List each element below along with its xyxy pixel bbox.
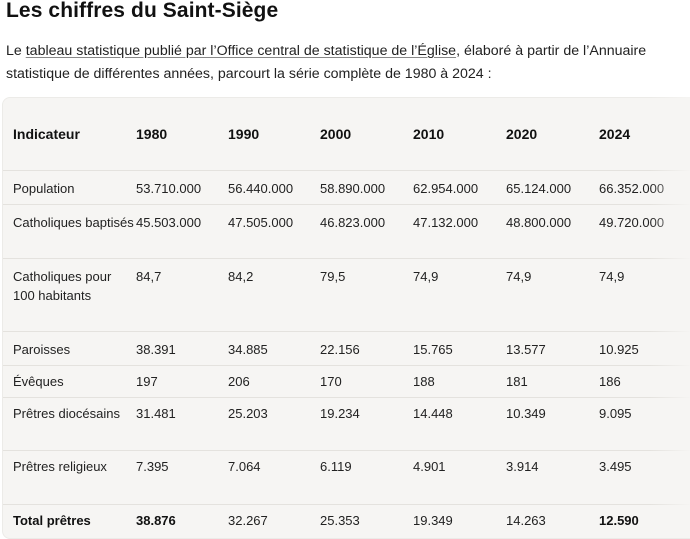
table-header-row: Indicateur 1980 1990 2000 2010 2020 2024 xyxy=(3,98,690,171)
statistics-table: Indicateur 1980 1990 2000 2010 2020 2024… xyxy=(3,98,690,535)
row-label: Catholiques baptisés xyxy=(3,204,136,259)
statistics-table-container: Indicateur 1980 1990 2000 2010 2020 2024… xyxy=(2,97,690,539)
row-label: Total prêtres xyxy=(3,504,136,535)
table-cell: 74,9 xyxy=(413,258,506,332)
intro-paragraph: Le tableau statistique publié par l’Offi… xyxy=(6,40,686,86)
table-row-eveques: Évêques 197 206 170 188 181 186 xyxy=(3,365,690,398)
table-cell: 46.823.000 xyxy=(320,204,413,259)
table-cell: 6.119 xyxy=(320,450,413,505)
table-cell: 48.800.000 xyxy=(506,204,599,259)
table-cell: 7.064 xyxy=(228,450,320,505)
table-cell: 14.448 xyxy=(413,397,506,451)
table-cell: 7.395 xyxy=(136,450,228,505)
table-row-pretres-diocesains: Prêtres diocésains 31.481 25.203 19.234 … xyxy=(3,397,690,451)
table-row-catholiques-pour-100: Catholiques pour 100 habitants 84,7 84,2… xyxy=(3,258,690,332)
table-cell: 3.914 xyxy=(506,450,599,505)
table-cell: 13.577 xyxy=(506,331,599,366)
table-cell: 32.267 xyxy=(228,504,320,535)
header-2020: 2020 xyxy=(506,126,538,142)
table-cell: 38.391 xyxy=(136,331,228,366)
row-label: Catholiques pour 100 habitants xyxy=(3,258,136,332)
table-cell: 84,7 xyxy=(136,258,228,332)
table-cell: 19.234 xyxy=(320,397,413,451)
table-cell: 14.263 xyxy=(506,504,599,535)
header-2010: 2010 xyxy=(413,126,445,142)
row-label: Paroisses xyxy=(3,331,136,366)
table-cell: 25.203 xyxy=(228,397,320,451)
table-cell: 170 xyxy=(320,365,413,398)
statistics-table-link[interactable]: tableau statistique publié par l’Office … xyxy=(25,43,457,59)
table-cell: 31.481 xyxy=(136,397,228,451)
table-cell: 22.156 xyxy=(320,331,413,366)
table-cell: 181 xyxy=(506,365,599,398)
row-label: Évêques xyxy=(3,365,136,398)
header-2024: 2024 xyxy=(599,126,631,142)
row-label: Population xyxy=(3,170,136,205)
row-label: Prêtres religieux xyxy=(3,450,136,505)
table-row-population: Population 53.710.000 56.440.000 58.890.… xyxy=(3,170,690,205)
table-cell: 65.124.000 xyxy=(506,170,599,205)
table-cell: 197 xyxy=(136,365,228,398)
table-cell: 206 xyxy=(228,365,320,398)
table-cell: 47.132.000 xyxy=(413,204,506,259)
table-row-paroisses: Paroisses 38.391 34.885 22.156 15.765 13… xyxy=(3,331,690,366)
scroll-fade-overlay xyxy=(650,97,690,529)
table-cell: 62.954.000 xyxy=(413,170,506,205)
table-cell: 58.890.000 xyxy=(320,170,413,205)
table-cell: 19.349 xyxy=(413,504,506,535)
table-cell: 84,2 xyxy=(228,258,320,332)
intro-text-before: Le xyxy=(6,43,26,59)
table-cell: 10.349 xyxy=(506,397,599,451)
header-1990: 1990 xyxy=(228,126,260,142)
header-2000: 2000 xyxy=(320,126,352,142)
table-cell: 4.901 xyxy=(413,450,506,505)
intro-text-after: , élaboré à partir de l’Annuaire statist… xyxy=(6,43,647,82)
table-cell: 25.353 xyxy=(320,504,413,535)
table-row-pretres-religieux: Prêtres religieux 7.395 7.064 6.119 4.90… xyxy=(3,450,690,505)
header-1980: 1980 xyxy=(136,126,168,142)
table-cell: 34.885 xyxy=(228,331,320,366)
table-cell: 56.440.000 xyxy=(228,170,320,205)
page-title: Les chiffres du Saint-Siège xyxy=(6,0,279,22)
table-row-total-pretres: Total prêtres 38.876 32.267 25.353 19.34… xyxy=(3,504,690,535)
table-cell: 15.765 xyxy=(413,331,506,366)
table-cell: 74,9 xyxy=(506,258,599,332)
table-cell: 47.505.000 xyxy=(228,204,320,259)
row-label: Prêtres diocésains xyxy=(3,397,136,451)
header-indicator: Indicateur xyxy=(13,126,80,142)
table-cell: 45.503.000 xyxy=(136,204,228,259)
table-cell: 79,5 xyxy=(320,258,413,332)
table-row-catholiques-baptises: Catholiques baptisés 45.503.000 47.505.0… xyxy=(3,204,690,259)
table-cell: 188 xyxy=(413,365,506,398)
table-cell: 53.710.000 xyxy=(136,170,228,205)
table-cell: 38.876 xyxy=(136,504,228,535)
